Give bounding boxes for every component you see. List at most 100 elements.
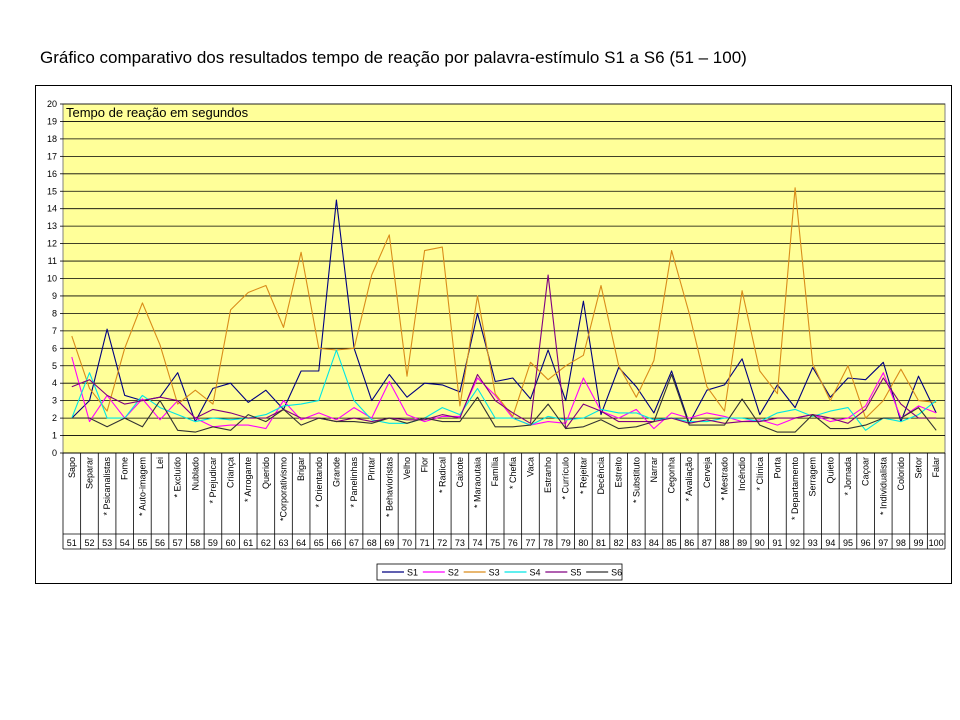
x-category-number: 74 bbox=[473, 538, 483, 548]
x-tick-label: * Panelinhas bbox=[349, 457, 359, 508]
x-tick-label: Separar bbox=[84, 457, 94, 489]
x-tick-label: Serragem bbox=[808, 457, 818, 497]
x-tick-label: Estreito bbox=[614, 457, 624, 488]
y-tick-label: 12 bbox=[47, 239, 57, 249]
y-tick-label: 9 bbox=[52, 291, 57, 301]
legend-label-s4: S4 bbox=[530, 568, 541, 578]
x-tick-label: Fome bbox=[120, 457, 130, 480]
y-tick-label: 3 bbox=[52, 396, 57, 406]
x-category-number: 56 bbox=[155, 538, 165, 548]
x-tick-label: Querido bbox=[261, 457, 271, 489]
x-category-number: 73 bbox=[455, 538, 465, 548]
y-tick-label: 19 bbox=[47, 116, 57, 126]
y-tick-label: 14 bbox=[47, 204, 57, 214]
y-tick-label: 16 bbox=[47, 169, 57, 179]
x-category-number: 68 bbox=[367, 538, 377, 548]
x-tick-label: Flor bbox=[420, 457, 430, 473]
x-category-number: 58 bbox=[190, 538, 200, 548]
x-tick-label: Sapo bbox=[67, 457, 77, 478]
x-tick-label: Velho bbox=[402, 457, 412, 480]
x-tick-label: Decência bbox=[596, 457, 606, 495]
x-category-number: 77 bbox=[525, 538, 535, 548]
x-tick-label: Incêndio bbox=[737, 457, 747, 491]
y-tick-label: 10 bbox=[47, 274, 57, 284]
legend-label-s2: S2 bbox=[448, 568, 459, 578]
x-tick-label: * Currículo bbox=[561, 457, 571, 500]
x-tick-label: Estranho bbox=[543, 457, 553, 493]
y-tick-label: 0 bbox=[52, 448, 57, 458]
x-category-number: 66 bbox=[331, 538, 341, 548]
x-category-number: 82 bbox=[614, 538, 624, 548]
x-tick-label: Colorido bbox=[896, 457, 906, 491]
x-category-number: 91 bbox=[772, 538, 782, 548]
y-tick-label: 5 bbox=[52, 361, 57, 371]
x-category-number: 55 bbox=[137, 538, 147, 548]
x-category-number: 59 bbox=[208, 538, 218, 548]
x-tick-label: Pintar bbox=[367, 457, 377, 481]
y-tick-label: 4 bbox=[52, 378, 57, 388]
x-tick-label: * Auto-imagem bbox=[137, 457, 147, 516]
y-tick-label: 11 bbox=[48, 256, 57, 266]
x-category-number: 85 bbox=[667, 538, 677, 548]
legend bbox=[376, 563, 623, 581]
x-tick-label: Cerveja bbox=[702, 457, 712, 488]
x-category-number: 94 bbox=[825, 538, 835, 548]
x-tick-label: Lei bbox=[155, 457, 165, 469]
x-category-number: 76 bbox=[508, 538, 518, 548]
x-tick-label: * Individualista bbox=[878, 457, 888, 515]
chart-frame: 0 1 2 3 4 5 6 7 8 9 10 11 12 13 14 15 16 17 18 19 20 Tempo de… bbox=[35, 85, 952, 584]
x-category-number: 70 bbox=[402, 538, 412, 548]
x-category-number: 71 bbox=[420, 538, 430, 548]
x-tick-label: * Substituto bbox=[631, 457, 641, 503]
x-category-number: 67 bbox=[349, 538, 359, 548]
x-category-number: 81 bbox=[596, 538, 606, 548]
series-line-s3 bbox=[71, 187, 937, 419]
x-category-number: 84 bbox=[649, 538, 659, 548]
x-category-number: 65 bbox=[314, 538, 324, 548]
series-line-s6 bbox=[71, 373, 937, 433]
series-line-s4 bbox=[71, 349, 937, 431]
y-tick-label: 15 bbox=[47, 186, 57, 196]
x-tick-label: * Mestrado bbox=[720, 457, 730, 501]
x-tick-label: * Behavioristas bbox=[384, 457, 394, 518]
x-tick-label: * Rejeitar bbox=[578, 457, 588, 494]
x-category-number: 87 bbox=[702, 538, 712, 548]
legend-label-s5: S5 bbox=[570, 568, 581, 578]
x-tick-label: * Chefia bbox=[508, 457, 518, 489]
x-category-number: 79 bbox=[561, 538, 571, 548]
page-title: Gráfico comparativo dos resultados tempo… bbox=[40, 48, 747, 67]
x-category-number: 64 bbox=[296, 538, 306, 548]
y-tick-label: 2 bbox=[52, 413, 57, 423]
x-category-number: 72 bbox=[437, 538, 447, 548]
x-tick-label: Setor bbox=[914, 457, 924, 479]
x-category-number: 95 bbox=[843, 538, 853, 548]
x-tick-label: Caixote bbox=[455, 457, 465, 488]
x-tick-label: * Prejudicar bbox=[208, 457, 218, 504]
x-category-number: 62 bbox=[261, 538, 271, 548]
y-tick-label: 8 bbox=[52, 308, 57, 318]
legend-label-s1: S1 bbox=[407, 568, 418, 578]
x-category-number: 97 bbox=[878, 538, 888, 548]
x-category-number: 96 bbox=[861, 538, 871, 548]
x-tick-label: * Psicanalistas bbox=[102, 457, 112, 516]
x-tick-label: Porta bbox=[772, 457, 782, 479]
x-tick-label: Nublado bbox=[190, 457, 200, 491]
x-category-number: 89 bbox=[737, 538, 747, 548]
x-category-number: 99 bbox=[914, 538, 924, 548]
x-tick-label: Cegonha bbox=[667, 457, 677, 494]
x-tick-label: *Corporativismo bbox=[279, 457, 289, 521]
x-tick-label: * Departamento bbox=[790, 457, 800, 520]
x-tick-label: * Radical bbox=[437, 457, 447, 493]
x-category-number: 54 bbox=[120, 538, 130, 548]
y-tick-label: 17 bbox=[47, 151, 57, 161]
x-category-number: 53 bbox=[102, 538, 112, 548]
x-category-number: 75 bbox=[490, 538, 500, 548]
x-tick-label: * Excluído bbox=[173, 457, 183, 498]
x-tick-label: * Avaliação bbox=[684, 457, 694, 501]
y-tick-label: 6 bbox=[52, 343, 57, 353]
x-category-number: 60 bbox=[226, 538, 236, 548]
x-tick-label: Caçoar bbox=[861, 457, 871, 486]
x-category-number: 90 bbox=[755, 538, 765, 548]
x-category-number: 80 bbox=[578, 538, 588, 548]
x-category-number: 98 bbox=[896, 538, 906, 548]
